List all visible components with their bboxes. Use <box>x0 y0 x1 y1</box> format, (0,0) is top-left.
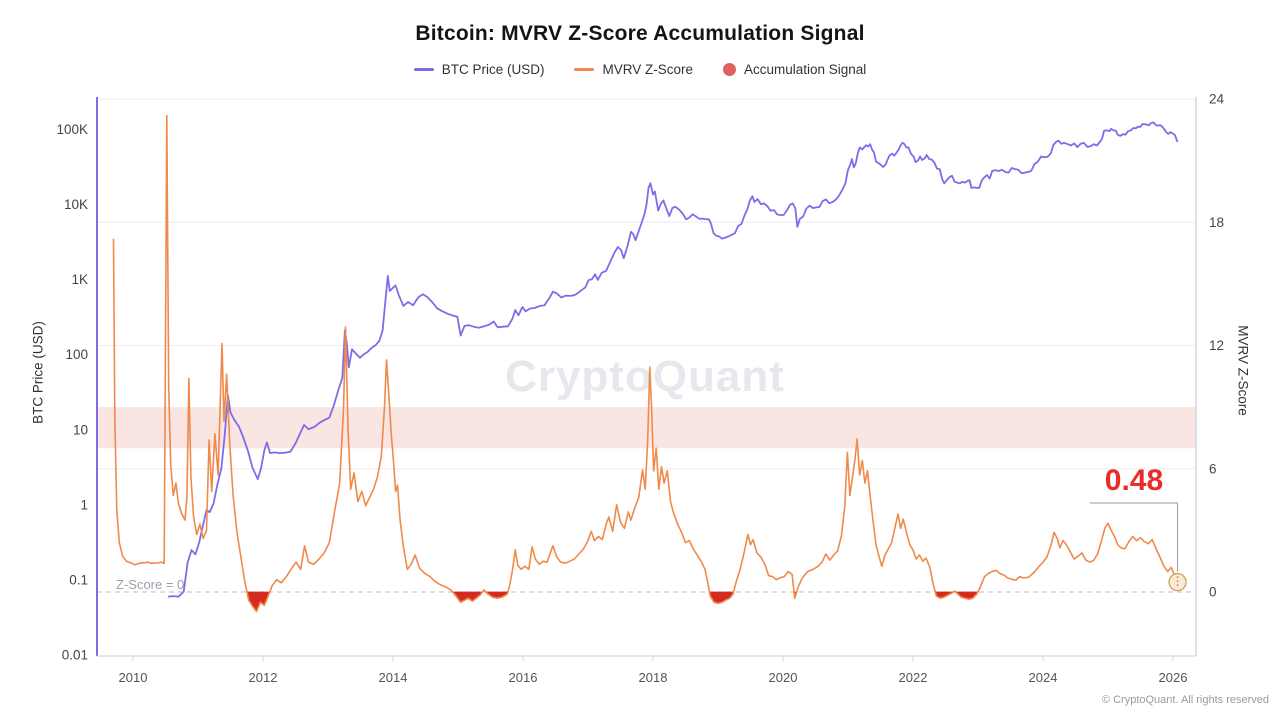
x-tick-label: 2014 <box>379 670 408 685</box>
mvrv-zscore-line <box>112 114 1179 613</box>
current-value-label: 0.48 <box>1104 464 1164 497</box>
y-right-tick-label: 18 <box>1209 215 1224 230</box>
y-axis-title-right: MVRV Z-Score <box>1235 325 1251 416</box>
legend: BTC Price (USD) MVRV Z-Score Accumulatio… <box>0 62 1280 77</box>
legend-label: MVRV Z-Score <box>602 62 693 77</box>
y-left-tick-label: 0.01 <box>62 648 88 663</box>
legend-item-btc-price: BTC Price (USD) <box>413 62 545 77</box>
y-right-tick-label: 6 <box>1209 461 1217 476</box>
callout-line <box>1090 502 1178 572</box>
legend-label: Accumulation Signal <box>743 62 867 77</box>
x-tick-label: 2010 <box>119 670 148 685</box>
copyright-notice: © CryptoQuant. All rights reserved <box>1101 694 1269 706</box>
zero-line-label: Z-Score = 0 <box>116 577 185 592</box>
y-axis-title-left: BTC Price (USD) <box>30 321 46 424</box>
y-right-tick-label: 12 <box>1209 338 1224 353</box>
x-tick-label: 2016 <box>509 670 538 685</box>
y-left-tick-label: 10 <box>73 422 88 437</box>
y-left-tick-label: 10K <box>64 197 88 212</box>
y-left-tick-label: 0.1 <box>69 573 88 588</box>
x-tick-label: 2018 <box>639 670 668 685</box>
accumulation-dot-icon <box>722 63 736 76</box>
y-left-tick-label: 100K <box>56 122 88 137</box>
y-right-tick-label: 24 <box>1209 92 1225 107</box>
y-right-tick-label: 0 <box>1209 585 1217 600</box>
page-title: Bitcoin: MVRV Z-Score Accumulation Signa… <box>415 22 865 45</box>
legend-label: BTC Price (USD) <box>441 62 545 77</box>
legend-item-mvrv-zscore: MVRV Z-Score <box>574 62 693 77</box>
y-left-tick-label: 1K <box>71 272 88 287</box>
x-tick-label: 2024 <box>1029 670 1058 685</box>
y-left-tick-label: 100 <box>65 347 88 362</box>
x-tick-label: 2012 <box>249 670 278 685</box>
mvrv-line-swatch-icon <box>574 68 595 71</box>
x-tick-label: 2022 <box>899 670 928 685</box>
btc-line-swatch-icon <box>413 68 434 71</box>
btc-price-line <box>167 121 1179 598</box>
x-tick-label: 2020 <box>769 670 798 685</box>
overvaluation-band <box>97 407 1196 449</box>
y-left-tick-label: 1 <box>80 497 88 512</box>
legend-item-accumulation-signal: Accumulation Signal <box>722 62 867 77</box>
x-tick-label: 2026 <box>1159 670 1188 685</box>
